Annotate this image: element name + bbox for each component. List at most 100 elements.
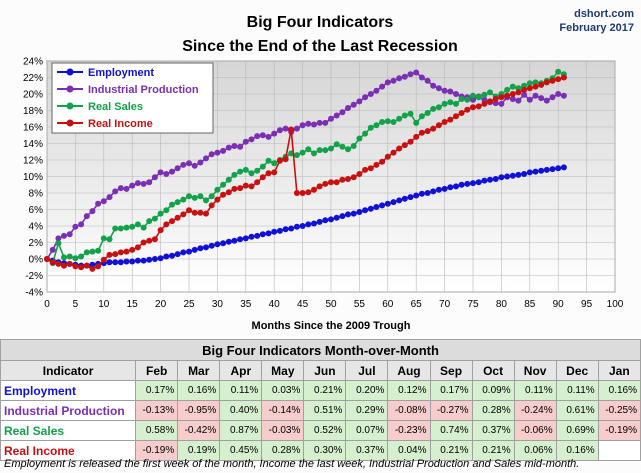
data-point-employment <box>254 232 261 239</box>
data-point-real-income <box>248 183 255 190</box>
data-point-employment <box>481 177 488 184</box>
series-real-income <box>44 74 567 272</box>
credit-date: February 2017 <box>559 22 634 34</box>
x-tick-label: 20 <box>155 299 167 310</box>
y-tick-label: 4% <box>29 222 44 233</box>
data-point-industrial-production <box>362 94 369 101</box>
table-cell: -0.13% <box>135 400 179 421</box>
y-tick-label: -2% <box>25 271 43 282</box>
data-point-industrial-production <box>117 185 124 192</box>
legend-box <box>51 62 214 134</box>
table-caption-row: Big Four Indicators Month-over-Month <box>0 339 641 361</box>
table-cell: 0.87% <box>219 420 263 441</box>
data-point-real-income <box>293 190 300 196</box>
data-point-real-sales <box>504 86 511 93</box>
data-point-industrial-production <box>424 77 431 84</box>
month-header: Jun <box>303 360 347 381</box>
x-tick-label: 35 <box>240 299 252 310</box>
data-point-real-income <box>492 96 499 102</box>
table-cell: 0.21% <box>303 380 347 401</box>
data-point-real-sales <box>350 143 357 149</box>
data-point-industrial-production <box>282 125 289 132</box>
data-point-industrial-production <box>560 92 567 99</box>
indicator-header: Indicator <box>0 360 137 381</box>
data-point-real-sales <box>379 119 386 125</box>
x-axis-label: Months Since the 2009 Trough <box>252 320 411 332</box>
data-point-industrial-production <box>413 69 420 76</box>
month-header: Dec <box>555 360 599 381</box>
table-cell: -0.06% <box>513 420 557 441</box>
chart-subtitle: Since the End of the Last Recession <box>182 38 458 55</box>
data-point-industrial-production <box>49 246 56 253</box>
data-point-real-income <box>44 256 50 262</box>
data-point-real-sales <box>220 181 227 188</box>
data-point-employment <box>538 167 545 174</box>
x-tick-label: 30 <box>212 299 224 310</box>
data-point-real-sales <box>413 119 420 126</box>
table-cell: 0.07% <box>345 420 389 441</box>
data-point-real-income <box>299 190 306 196</box>
table-cell: -0.19% <box>135 440 179 461</box>
data-point-real-sales <box>418 113 425 120</box>
x-tick-label: 85 <box>524 299 536 310</box>
data-point-employment <box>311 220 317 227</box>
data-point-real-sales <box>129 223 136 230</box>
data-point-real-sales <box>305 146 312 153</box>
data-point-real-sales <box>242 166 249 173</box>
data-point-real-income <box>100 256 107 263</box>
table-cell: -0.27% <box>429 400 473 421</box>
data-point-industrial-production <box>208 151 215 158</box>
data-point-employment <box>379 202 386 209</box>
table-cell: -0.95% <box>177 400 221 421</box>
table-row: Industrial Production -0.13% -0.95% 0.40% -0… <box>0 400 641 421</box>
data-point-employment <box>418 190 425 197</box>
data-point-real-sales <box>384 118 391 125</box>
data-point-real-income <box>316 183 323 190</box>
data-point-industrial-production <box>248 136 255 143</box>
data-point-employment <box>180 249 187 256</box>
data-point-employment <box>401 195 408 202</box>
data-point-real-income <box>430 125 437 132</box>
data-point-real-income <box>231 185 238 192</box>
data-point-real-sales <box>470 92 476 99</box>
data-point-employment <box>447 184 454 191</box>
table-cell: 0.16% <box>597 380 641 401</box>
data-point-real-income <box>89 265 96 272</box>
data-point-real-income <box>504 92 511 99</box>
data-point-real-sales <box>362 130 369 137</box>
data-point-real-sales <box>197 193 204 200</box>
data-point-employment <box>362 207 369 214</box>
data-point-industrial-production <box>441 87 448 94</box>
data-point-real-sales <box>106 236 113 243</box>
table-cell: -0.25% <box>597 400 641 421</box>
data-point-industrial-production <box>180 161 187 168</box>
mom-table: Big Four Indicators Month-over-Month Ind… <box>0 339 641 461</box>
data-point-industrial-production <box>191 162 198 169</box>
data-point-real-sales <box>453 100 459 107</box>
table-row: Real Income -0.19% 0.19% 0.45% 0.28% 0.30% 0.3… <box>0 440 641 461</box>
data-point-industrial-production <box>78 221 85 228</box>
data-point-industrial-production <box>373 87 380 94</box>
data-point-industrial-production <box>390 77 397 84</box>
data-point-industrial-production <box>538 95 545 102</box>
data-point-industrial-production <box>100 198 107 205</box>
data-point-industrial-production <box>367 91 374 97</box>
data-point-industrial-production <box>174 165 181 172</box>
data-point-employment <box>89 261 96 268</box>
legend-label-real-income: Real Income <box>88 118 153 130</box>
table-cell: 0.37% <box>345 440 389 461</box>
data-point-real-sales <box>237 168 244 175</box>
table-cell: 0.03% <box>261 380 305 401</box>
data-point-industrial-production <box>418 74 425 81</box>
data-point-industrial-production <box>407 71 414 78</box>
data-point-employment <box>430 188 437 195</box>
data-point-real-income <box>191 209 198 216</box>
y-tick-label: 2% <box>29 238 44 249</box>
x-tick-label: 90 <box>553 299 565 310</box>
month-header: May <box>261 360 305 381</box>
data-point-industrial-production <box>271 130 278 137</box>
data-point-real-income <box>203 210 209 217</box>
data-point-real-income <box>447 116 454 123</box>
data-point-employment <box>441 185 448 192</box>
legend-marker-employment <box>66 68 74 76</box>
